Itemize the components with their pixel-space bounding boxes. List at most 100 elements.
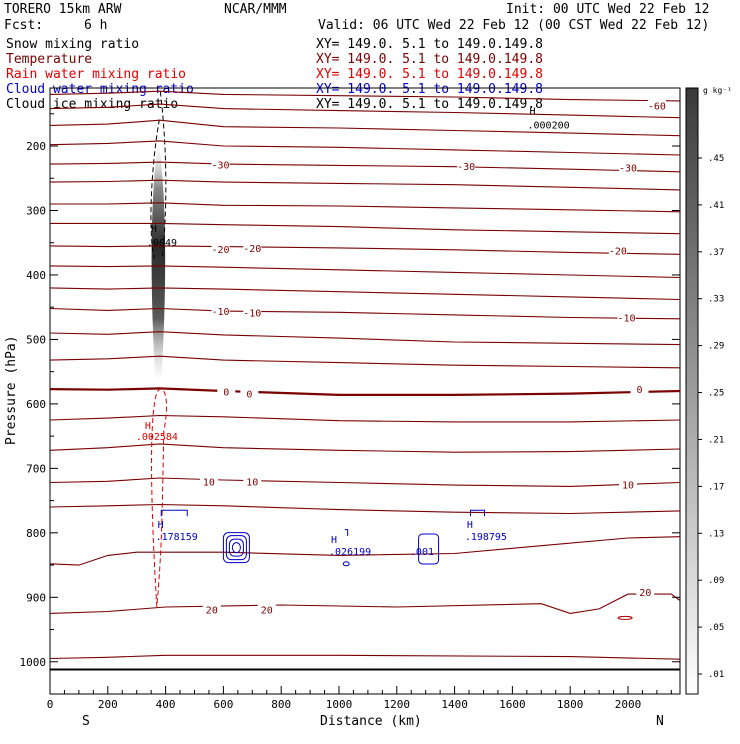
isotherm-label-bg	[211, 243, 230, 255]
temperature-isotherm	[49, 140, 681, 156]
x-tick-label: 600	[213, 698, 233, 711]
isotherm-label: -30	[457, 162, 475, 173]
fcst-value: 6 h	[84, 18, 107, 33]
isotherm-label-bg	[618, 478, 637, 490]
cloud-water-max-value: .026199	[329, 547, 371, 558]
legend-xy-0: XY= 149.0. 5.1 to 149.0.149.8	[316, 37, 543, 52]
legend-xy-3: XY= 149.0. 5.1 to 149.0.149.8	[316, 82, 543, 97]
isotherm-label-bg	[630, 383, 649, 395]
isotherm-label-bg	[240, 387, 259, 399]
rain-max-value: .002584	[136, 432, 178, 443]
snow-shading-layer	[150, 91, 167, 379]
y-tick-label: 600	[26, 398, 46, 411]
temperature-contours: -60 -30 -30 -30 -20 -20 -20 -10 -10 -10 0 0 0 10 10 10 2…	[49, 90, 681, 660]
legend-entry-2: Rain water mixing ratio	[6, 67, 186, 82]
maxima-labels: H.178159 H.026199.001H.198795H.0049H.0002…	[50, 106, 680, 671]
x-tick-label: 1800	[557, 698, 584, 711]
temperature-isotherm	[50, 222, 681, 235]
temperature-isotherm	[49, 477, 681, 487]
org-label: NCAR/MMM	[224, 2, 287, 17]
cloud-water-contours	[160, 509, 633, 620]
isotherm-label: -10	[243, 308, 261, 319]
rain-water-contours: H .002584	[136, 388, 178, 608]
axes: 0 200 400 600 800 1000 1200 1400 1600 1800 2000200…	[20, 113, 680, 711]
isotherm-label: -20	[243, 244, 261, 255]
temperature-closed-contour	[617, 615, 633, 620]
temperature-isotherm	[49, 287, 681, 301]
colorbar-label: .09	[708, 576, 724, 586]
isotherm-label-bg	[202, 603, 221, 615]
colorbar-label: .41	[708, 201, 724, 211]
rain-water-contour	[151, 388, 167, 608]
isotherm-label-bg	[636, 586, 655, 598]
colorbar-label: .45	[708, 154, 724, 164]
y-tick-label: 500	[26, 333, 46, 346]
temperature-isotherm	[49, 593, 681, 614]
x-tick-label: 1600	[499, 698, 526, 711]
colorbar-label: .37	[708, 248, 724, 258]
y-tick-label: 300	[26, 204, 46, 217]
temperature-isotherm	[49, 654, 681, 660]
temperature-isotherm	[49, 503, 681, 515]
valid-label: Valid: 06 UTC Wed 22 Feb 12 (00 CST Wed …	[318, 18, 709, 33]
x-tick-label: 2000	[615, 698, 642, 711]
snow-max-value: .0049	[147, 238, 177, 249]
colorbar-label: .29	[708, 342, 724, 352]
cloud-water-max-h: H	[467, 520, 473, 531]
legend-entry-4: Cloud ice mixing ratio	[6, 97, 178, 112]
ice-max-value: .000200	[528, 120, 570, 131]
isotherm-label: 10	[246, 477, 258, 488]
cloud-water-max-h: H	[331, 535, 337, 546]
temperature-isotherm	[49, 387, 681, 396]
cloud-water-max-h: H	[158, 520, 164, 531]
legend-xy-2: XY= 149.0. 5.1 to 149.0.149.8	[316, 67, 543, 82]
isotherm-label: -20	[211, 245, 229, 256]
isotherm-label: -10	[618, 314, 636, 325]
isotherm-label: -20	[609, 246, 627, 257]
isotherm-label-bg	[243, 241, 262, 253]
colorbar-label: .13	[708, 529, 724, 539]
cloud-water-contour	[225, 535, 247, 561]
temperature-isotherm	[49, 355, 681, 369]
cloud-water-max-value: .178159	[156, 532, 198, 543]
isotherm-label-bg	[257, 603, 276, 615]
legend-xy-4: XY= 149.0. 5.1 to 149.0.149.8	[316, 97, 543, 112]
temperature-isotherm	[49, 90, 681, 102]
isotherm-label: -60	[648, 101, 666, 112]
isotherm-label-bg	[199, 475, 218, 487]
snow-plume	[151, 139, 166, 379]
cloud-water-contour	[160, 509, 188, 517]
colorbar-labels: .01 .05 .09 .13 .17 .21 .25 .29 .33 .37 .41 .45	[698, 154, 724, 680]
temperature-isotherm	[49, 161, 681, 173]
colorbar-unit: g kg⁻¹	[703, 86, 732, 95]
y-tick-label: 700	[26, 462, 46, 475]
isotherm-label-bg	[617, 311, 636, 323]
x-tick-label: 1200	[384, 698, 411, 711]
temperature-isotherm	[49, 245, 681, 255]
isotherm-label-bg	[608, 244, 627, 256]
isotherm-label: 0	[637, 385, 643, 396]
ice-contour	[150, 91, 167, 259]
colorbar-label: .33	[708, 295, 724, 305]
y-tick-label: 200	[26, 140, 46, 153]
x-tick-label: 1000	[326, 698, 353, 711]
colorbar-label: .21	[708, 435, 724, 445]
temperature-isotherm	[49, 119, 681, 137]
plot-frame	[49, 87, 681, 695]
init-label: Init: 00 UTC Wed 22 Feb 12	[506, 2, 710, 17]
colorbar-label: .05	[708, 623, 724, 633]
temperature-isotherm	[49, 331, 681, 346]
isotherm-label-bg	[243, 306, 262, 318]
y-axis-title: Pressure (hPa)	[4, 335, 19, 445]
cloud-water-max-value: .001	[410, 547, 434, 558]
colorbar-label: .25	[708, 389, 724, 399]
y-tick-label: 800	[26, 527, 46, 540]
isotherm-label: 10	[203, 477, 215, 488]
y-tick-label: 1000	[20, 656, 47, 669]
isotherm-label: 10	[622, 480, 634, 491]
x-tick-label: 200	[98, 698, 118, 711]
isotherm-label-bg	[211, 158, 230, 170]
y-tick-label: 900	[26, 591, 46, 604]
temperature-isotherm	[49, 307, 681, 320]
temperature-isotherm	[49, 265, 681, 279]
